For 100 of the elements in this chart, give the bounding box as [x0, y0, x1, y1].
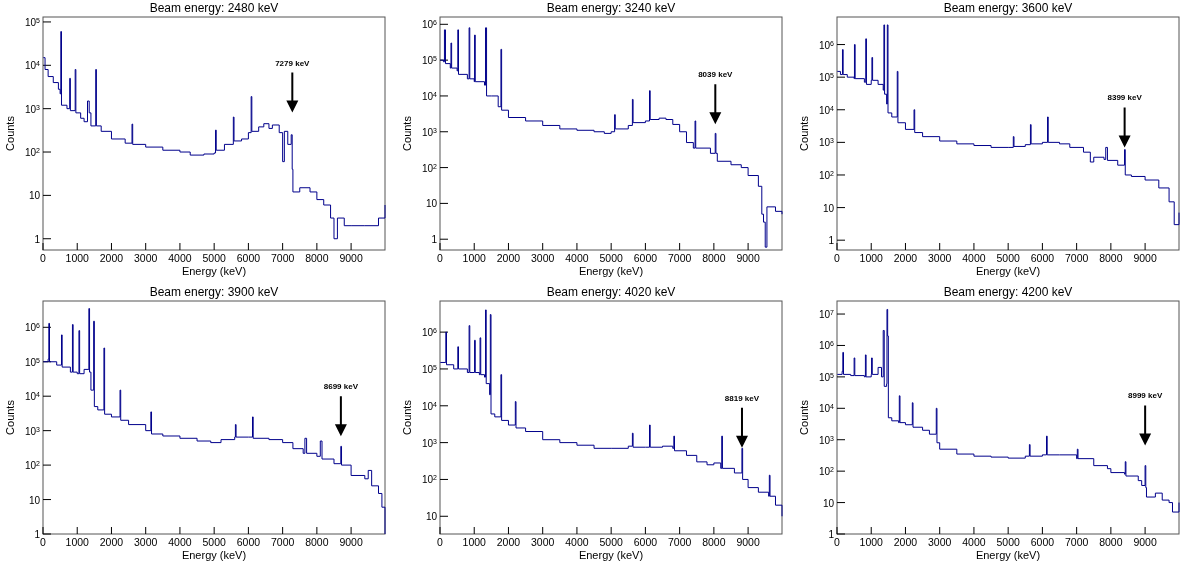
y-tick-label: 10$^{5}$	[818, 71, 835, 84]
annotation: 8399 keV	[1107, 93, 1143, 103]
y-tick-label: 10$^{6}$	[818, 39, 835, 51]
x-tick-label: 2000	[893, 536, 918, 548]
y-tick-label: 10$^{3}$	[818, 136, 835, 149]
x-tick-label: 3000	[531, 252, 555, 264]
x-tick-label: 3000	[134, 536, 158, 548]
x-tick-label: 6000	[236, 536, 261, 548]
y-axis-title: Counts	[401, 115, 413, 151]
y-tick-label: 10$^{5}$	[421, 363, 438, 375]
x-tick-label: 8000	[1099, 536, 1123, 548]
x-tick-label: 9000	[736, 252, 760, 264]
y-tick-label: 1	[828, 235, 835, 247]
y-tick-label: 1	[34, 233, 41, 245]
y-tick-label: 10$^{2}$	[24, 146, 41, 159]
y-tick-label: 10	[822, 202, 835, 214]
chart-title: Beam energy: 4020 keV	[546, 285, 676, 299]
x-tick-label: 8000	[305, 252, 329, 264]
x-tick-label: 2000	[496, 252, 521, 264]
y-tick-label: 10$^{4}$	[421, 400, 438, 412]
x-tick-label: 5000	[996, 252, 1021, 264]
x-axis-title: Energy (keV)	[578, 265, 644, 277]
y-tick-label: 10$^{6}$	[421, 18, 438, 31]
y-tick-label: 10$^{2}$	[818, 465, 835, 478]
y-tick-label: 10	[28, 190, 41, 202]
x-tick-label: 7000	[1064, 252, 1089, 264]
y-tick-label: 1	[828, 529, 835, 540]
annotation: 7279 keV	[275, 58, 311, 68]
x-tick-label: 4000	[962, 536, 986, 548]
x-tick-label: 1000	[859, 252, 884, 264]
x-tick-label: 2000	[893, 252, 918, 264]
chart-title: Beam energy: 2480 keV	[149, 1, 279, 15]
x-tick-label: 4000	[565, 252, 589, 264]
x-tick-label: 6000	[236, 252, 261, 264]
x-tick-label: 5000	[996, 536, 1021, 548]
y-tick-label: 10$^{3}$	[24, 103, 41, 115]
chart-title: Beam energy: 4200 keV	[943, 285, 1073, 299]
y-tick-label: 10	[822, 497, 835, 509]
y-tick-label: 10$^{6}$	[818, 339, 835, 352]
x-tick-label: 0	[437, 536, 444, 548]
x-tick-label: 1000	[462, 252, 487, 264]
y-tick-label: 10$^{3}$	[421, 437, 438, 449]
x-tick-label: 9000	[736, 536, 760, 548]
x-tick-label: 2000	[99, 536, 124, 548]
x-tick-label: 8000	[702, 536, 726, 548]
annotation: 8039 keV	[698, 70, 734, 80]
chart-title: Beam energy: 3240 keV	[546, 1, 676, 15]
y-axis-title: Counts	[4, 115, 16, 151]
x-tick-label: 1000	[859, 536, 884, 548]
x-tick-label: 8000	[1099, 252, 1123, 264]
x-tick-label: 3000	[928, 536, 952, 548]
y-tick-label: 10$^{4}$	[421, 90, 438, 102]
annotation: 8819 keV	[724, 393, 760, 403]
y-tick-label: 1	[431, 234, 438, 246]
x-tick-label: 3000	[928, 252, 952, 264]
x-tick-label: 4000	[168, 252, 192, 264]
y-tick-label: 10$^{4}$	[24, 59, 41, 72]
y-tick-label: 10$^{3}$	[818, 434, 835, 446]
y-axis-title: Counts	[401, 399, 413, 435]
x-tick-label: 2000	[99, 252, 124, 264]
x-tick-label: 7000	[667, 252, 692, 264]
x-tick-label: 8000	[305, 536, 329, 548]
x-tick-label: 0	[437, 252, 444, 264]
x-tick-label: 0	[834, 252, 841, 264]
x-tick-label: 0	[40, 536, 47, 548]
y-tick-label: 10$^{5}$	[421, 54, 438, 67]
x-tick-label: 7000	[1064, 536, 1089, 548]
x-tick-label: 7000	[667, 536, 692, 548]
y-tick-label: 10$^{6}$	[421, 326, 438, 339]
y-tick-label: 10$^{2}$	[818, 169, 835, 181]
x-tick-label: 6000	[1030, 252, 1055, 264]
x-tick-label: 0	[834, 536, 841, 548]
x-tick-label: 9000	[1133, 536, 1157, 548]
x-tick-label: 1000	[462, 536, 487, 548]
y-tick-label: 1	[34, 529, 41, 540]
y-tick-label: 10$^{2}$	[421, 162, 438, 174]
y-axis-title: Counts	[798, 399, 810, 435]
y-axis-title: Counts	[4, 399, 16, 435]
x-tick-label: 6000	[633, 252, 658, 264]
x-tick-label: 9000	[1133, 252, 1157, 264]
x-tick-label: 7000	[270, 536, 295, 548]
x-axis-title: Energy (keV)	[578, 549, 644, 561]
x-axis-title: Energy (keV)	[181, 265, 247, 277]
x-tick-label: 9000	[339, 536, 363, 548]
x-tick-label: 8000	[702, 252, 726, 264]
y-tick-label: 10	[425, 198, 438, 210]
x-tick-label: 4000	[962, 252, 986, 264]
x-tick-label: 5000	[202, 536, 227, 548]
y-tick-label: 10	[28, 494, 41, 506]
x-tick-label: 7000	[270, 252, 295, 264]
y-tick-label: 10$^{5}$	[24, 16, 41, 28]
y-tick-label: 10$^{4}$	[24, 390, 41, 403]
y-tick-label: 10$^{5}$	[818, 371, 835, 383]
x-tick-label: 4000	[565, 536, 589, 548]
x-tick-label: 6000	[633, 536, 658, 548]
x-tick-label: 5000	[599, 536, 624, 548]
x-axis-title: Energy (keV)	[975, 549, 1041, 561]
y-axis-title: Counts	[798, 115, 810, 151]
annotation: 8699 keV	[323, 382, 359, 392]
y-tick-label: 10$^{7}$	[818, 308, 835, 321]
